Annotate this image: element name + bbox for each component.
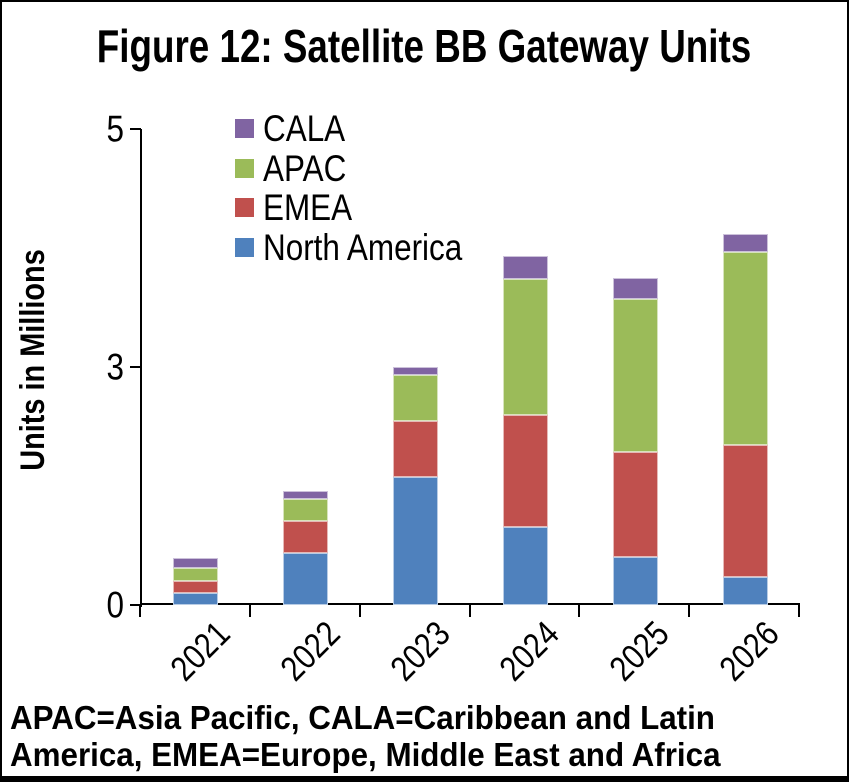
- bar-segment-apac: [612, 299, 658, 452]
- x-tick: [468, 605, 471, 617]
- x-tick: [578, 605, 581, 617]
- legend-swatch-apac: [235, 158, 254, 178]
- bar-segment-north-america: [502, 526, 548, 605]
- bar-segment-apac: [393, 374, 439, 422]
- y-tick: [130, 604, 141, 606]
- legend-item-north-america: North America: [235, 228, 497, 268]
- y-tick-label: 0: [106, 584, 124, 626]
- bar-segment-apac: [283, 499, 329, 522]
- bar-segment-north-america: [722, 577, 768, 605]
- bar-segment-cala: [502, 255, 548, 279]
- bar-group-2023: [393, 367, 439, 605]
- legend-item-cala: CALA: [235, 109, 497, 149]
- y-tick: [130, 128, 141, 130]
- y-axis-line: [140, 129, 142, 607]
- bar-group-2025: [612, 277, 658, 605]
- bar-segment-cala: [173, 558, 219, 568]
- y-tick-label: 5: [106, 108, 124, 150]
- y-tick: [130, 366, 141, 368]
- legend-label: APAC: [263, 147, 347, 189]
- bar-segment-cala: [722, 233, 768, 252]
- bar-segment-cala: [393, 367, 439, 375]
- bar-segment-emea: [612, 451, 658, 558]
- bar-segment-north-america: [283, 552, 329, 605]
- legend-item-apac: APAC: [235, 149, 497, 189]
- bars-layer: [141, 129, 800, 605]
- legend-item-emea: EMEA: [235, 188, 497, 228]
- x-tick: [358, 605, 361, 617]
- footnote-line-2: America, EMEA=Europe, Middle East and Af…: [10, 736, 721, 773]
- bar-segment-north-america: [173, 592, 219, 605]
- bar-segment-cala: [283, 490, 329, 500]
- bar-segment-emea: [283, 521, 329, 553]
- legend-swatch-emea: [235, 198, 254, 218]
- bar-group-2026: [722, 233, 768, 605]
- bar-segment-apac: [173, 567, 219, 582]
- bar-segment-emea: [393, 421, 439, 478]
- x-tick: [798, 605, 800, 617]
- y-axis-label: Units in Millions: [14, 249, 52, 471]
- bar-group-2024: [502, 255, 548, 605]
- bar-group-2021: [173, 558, 219, 605]
- footnote-line-1: APAC=Asia Pacific, CALA=Caribbean and La…: [10, 699, 715, 736]
- legend-label: EMEA: [263, 187, 353, 229]
- y-tick-label: 3: [106, 346, 124, 388]
- x-tick: [688, 605, 691, 617]
- legend-label: North America: [263, 226, 463, 268]
- x-axis-line: [140, 603, 800, 605]
- bar-group-2022: [283, 490, 329, 605]
- bar-segment-north-america: [612, 557, 658, 605]
- legend-swatch-cala: [235, 119, 254, 139]
- bar-segment-apac: [722, 251, 768, 446]
- bar-segment-apac: [502, 278, 548, 415]
- x-tick: [248, 605, 251, 617]
- bar-segment-emea: [173, 581, 219, 593]
- bar-segment-emea: [502, 414, 548, 527]
- x-tick: [139, 605, 141, 617]
- bar-segment-north-america: [393, 477, 439, 605]
- bar-segment-emea: [722, 445, 768, 578]
- legend: CALA APAC EMEA North America: [235, 109, 497, 267]
- figure-title-text: Figure 12: Satellite BB Gateway Units: [97, 20, 752, 72]
- figure-title: Figure 12: Satellite BB Gateway Units: [2, 22, 847, 70]
- bar-segment-cala: [612, 277, 658, 300]
- legend-label: CALA: [263, 108, 346, 150]
- legend-swatch-north-america: [235, 237, 254, 257]
